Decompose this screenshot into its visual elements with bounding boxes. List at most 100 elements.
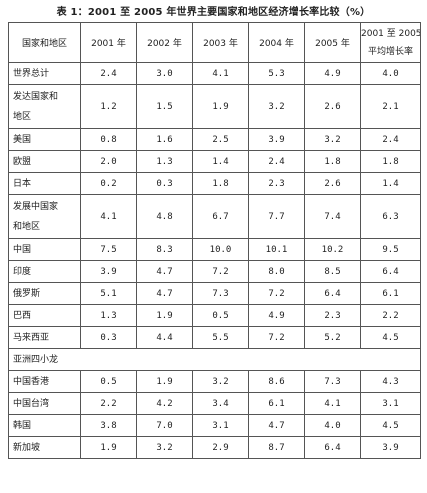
cell-2004: 2.3	[248, 172, 305, 195]
header-average-line1: 2001 至 2005 年	[361, 28, 421, 39]
table-row: 世界总计 2.4 3.0 4.1 5.3 4.9 4.0	[8, 62, 421, 85]
cell-average: 4.3	[360, 370, 421, 393]
row-label: 中国	[8, 238, 81, 261]
table-row: 印度 3.9 4.7 7.2 8.0 8.5 6.4	[8, 260, 421, 283]
cell-average: 4.5	[360, 414, 421, 437]
cell-2001: 2.0	[80, 150, 137, 173]
cell-average: 2.1	[360, 84, 421, 129]
cell-average: 1.8	[360, 150, 421, 173]
cell-2004: 7.7	[248, 194, 305, 239]
row-label-line: 美国	[13, 134, 32, 145]
cell-2002: 4.7	[136, 260, 193, 283]
cell-2005: 6.4	[304, 436, 361, 459]
cell-2001: 3.8	[80, 414, 137, 437]
row-label: 亚洲四小龙	[8, 348, 421, 371]
cell-2001: 0.5	[80, 370, 137, 393]
row-label-line: 欧盟	[13, 156, 32, 167]
cell-2002: 4.2	[136, 392, 193, 415]
cell-2005: 2.3	[304, 304, 361, 327]
cell-2003: 2.9	[192, 436, 249, 459]
cell-2002: 0.3	[136, 172, 193, 195]
cell-2003: 3.1	[192, 414, 249, 437]
cell-average: 1.4	[360, 172, 421, 195]
cell-2004: 10.1	[248, 238, 305, 261]
row-label-line: 韩国	[13, 420, 32, 431]
row-label-line: 马来西亚	[13, 332, 50, 343]
row-label-line: 亚洲四小龙	[13, 354, 59, 365]
header-2003: 2003 年	[192, 22, 249, 63]
table-title: 表 1：2001 至 2005 年世界主要国家和地区经济增长率比较（%）	[56, 7, 371, 18]
cell-2002: 4.8	[136, 194, 193, 239]
row-label: 新加坡	[8, 436, 81, 459]
cell-2003: 4.1	[192, 62, 249, 85]
cell-2002: 1.9	[136, 304, 193, 327]
cell-2001: 0.2	[80, 172, 137, 195]
table-row: 马来西亚 0.3 4.4 5.5 7.2 5.2 4.5	[8, 326, 421, 349]
cell-2002: 4.4	[136, 326, 193, 349]
row-label-line: 新加坡	[13, 442, 41, 453]
cell-2001: 7.5	[80, 238, 137, 261]
cell-2003: 1.4	[192, 150, 249, 173]
row-label-line: 日本	[13, 178, 32, 189]
cell-2003: 7.2	[192, 260, 249, 283]
row-label-line: 地区	[13, 111, 32, 122]
header-2001: 2001 年	[80, 22, 137, 63]
cell-2001: 5.1	[80, 282, 137, 305]
table-row: 发达国家和 地区 1.2 1.5 1.9 3.2 2.6 2.1	[8, 84, 421, 129]
row-label: 美国	[8, 128, 81, 151]
row-label: 欧盟	[8, 150, 81, 173]
cell-2004: 2.4	[248, 150, 305, 173]
row-label-line: 俄罗斯	[13, 288, 41, 299]
cell-2001: 1.3	[80, 304, 137, 327]
table-row: 欧盟 2.0 1.3 1.4 2.4 1.8 1.8	[8, 150, 421, 173]
cell-2005: 4.9	[304, 62, 361, 85]
cell-2001: 0.8	[80, 128, 137, 151]
cell-2002: 8.3	[136, 238, 193, 261]
row-label: 世界总计	[8, 62, 81, 85]
header-2004: 2004 年	[248, 22, 305, 63]
row-label-line: 发展中国家	[13, 201, 59, 212]
row-label-line: 和地区	[13, 221, 41, 232]
row-label-line: 中国	[13, 244, 32, 255]
row-label: 印度	[8, 260, 81, 283]
cell-2003: 7.3	[192, 282, 249, 305]
cell-2003: 6.7	[192, 194, 249, 239]
header-2002: 2002 年	[136, 22, 193, 63]
cell-2002: 3.0	[136, 62, 193, 85]
row-label-line: 发达国家和	[13, 91, 59, 102]
cell-2001: 3.9	[80, 260, 137, 283]
cell-average: 6.4	[360, 260, 421, 283]
table-row: 中国香港 0.5 1.9 3.2 8.6 7.3 4.3	[8, 370, 421, 393]
cell-2002: 1.9	[136, 370, 193, 393]
table-row: 发展中国家 和地区 4.1 4.8 6.7 7.7 7.4 6.3	[8, 194, 421, 239]
cell-average: 3.9	[360, 436, 421, 459]
cell-2003: 1.8	[192, 172, 249, 195]
cell-2004: 3.9	[248, 128, 305, 151]
row-label: 韩国	[8, 414, 81, 437]
row-label: 中国台湾	[8, 392, 81, 415]
cell-2005: 2.6	[304, 172, 361, 195]
cell-2001: 4.1	[80, 194, 137, 239]
cell-2004: 3.2	[248, 84, 305, 129]
cell-2005: 5.2	[304, 326, 361, 349]
cell-2001: 1.2	[80, 84, 137, 129]
header-row: 国家和地区 2001 年 2002 年 2003 年 2004 年 2005 年…	[8, 22, 421, 63]
cell-2005: 1.8	[304, 150, 361, 173]
cell-2002: 4.7	[136, 282, 193, 305]
cell-2005: 7.3	[304, 370, 361, 393]
cell-2005: 4.1	[304, 392, 361, 415]
cell-average: 2.4	[360, 128, 421, 151]
cell-2005: 2.6	[304, 84, 361, 129]
cell-average: 9.5	[360, 238, 421, 261]
cell-2004: 4.7	[248, 414, 305, 437]
cell-2002: 1.6	[136, 128, 193, 151]
row-label-line: 中国香港	[13, 376, 50, 387]
cell-2003: 1.9	[192, 84, 249, 129]
row-label-line: 印度	[13, 266, 32, 277]
cell-2005: 6.4	[304, 282, 361, 305]
table-row: 新加坡 1.9 3.2 2.9 8.7 6.4 3.9	[8, 436, 421, 459]
cell-average: 4.0	[360, 62, 421, 85]
header-average-line2: 平均增长率	[367, 46, 413, 57]
cell-2002: 7.0	[136, 414, 193, 437]
cell-average: 3.1	[360, 392, 421, 415]
